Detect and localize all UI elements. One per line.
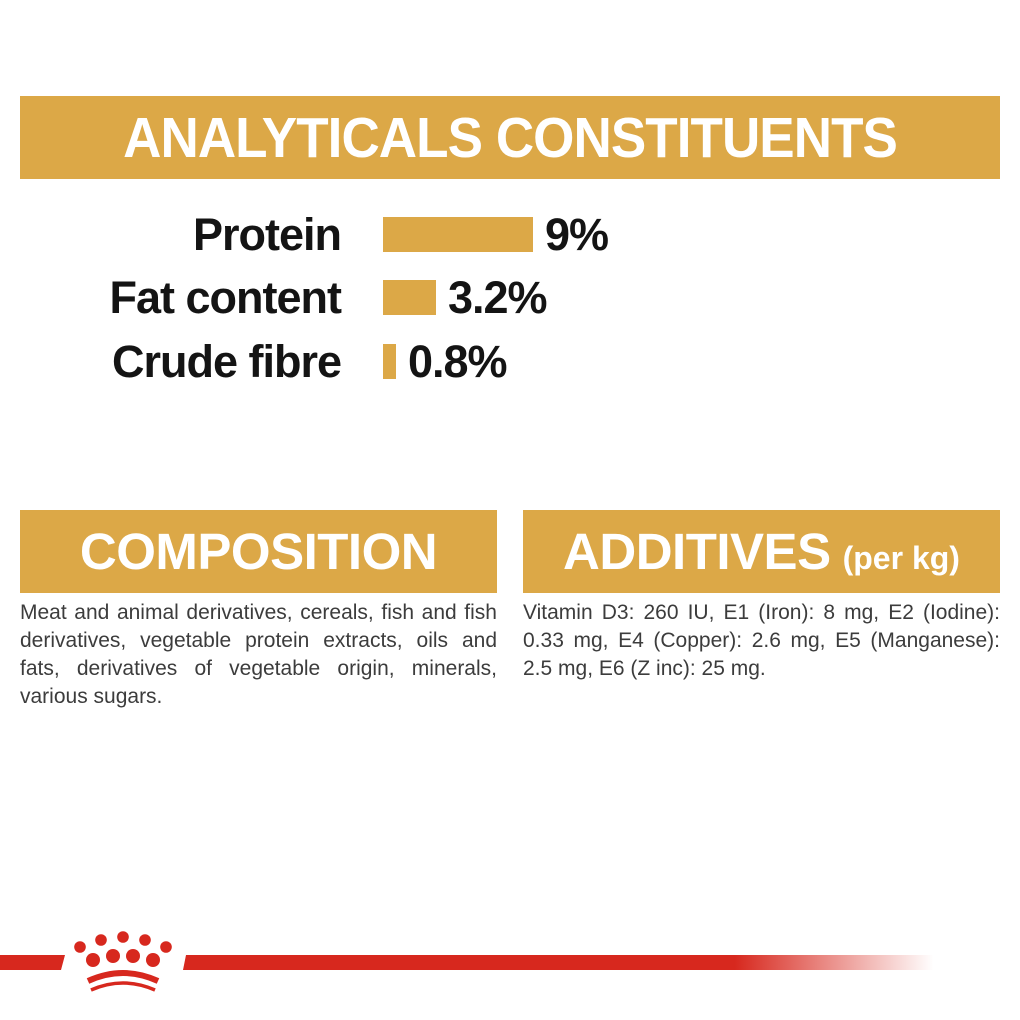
analytical-constituents-title: ANALYTICALS CONSTITUENTS — [123, 105, 898, 170]
additives-heading-main: ADDITIVES — [563, 523, 831, 580]
royal-canin-crown-icon — [72, 930, 172, 994]
chart-value-label: 0.8% — [408, 336, 508, 387]
analytical-constituents-banner: ANALYTICALS CONSTITUENTS — [20, 96, 1000, 179]
chart-value-label: 3.2% — [448, 272, 548, 323]
chart-value-label: 9% — [545, 209, 609, 260]
chart-category-label: Protein — [192, 209, 342, 260]
additives-heading: ADDITIVES (per kg) — [563, 522, 960, 581]
divider-line-left — [0, 955, 65, 970]
additives-body-text: Vitamin D3: 260 IU, E1 (Iron): 8 mg, E2 … — [523, 601, 1000, 680]
divider-line-right — [183, 955, 949, 970]
chart-bar-protein — [383, 217, 533, 252]
composition-heading: COMPOSITION — [79, 523, 438, 580]
composition-body-text: Meat and animal derivatives, cereals, fi… — [20, 601, 497, 708]
chart-category-label: Crude fibre — [111, 336, 342, 387]
composition-banner: COMPOSITION — [20, 510, 497, 593]
chart-bar-fat-content — [383, 280, 436, 315]
chart-bar-crude-fibre — [383, 344, 396, 379]
chart-row-protein: Protein 9% — [0, 209, 609, 260]
chart-row-fat-content: Fat content 3.2% — [0, 272, 548, 323]
chart-row-crude-fibre: Crude fibre 0.8% — [0, 336, 508, 387]
chart-category-label: Fat content — [109, 272, 343, 323]
additives-heading-suffix: (per kg) — [842, 540, 960, 576]
additives-banner: ADDITIVES (per kg) — [523, 510, 1000, 593]
